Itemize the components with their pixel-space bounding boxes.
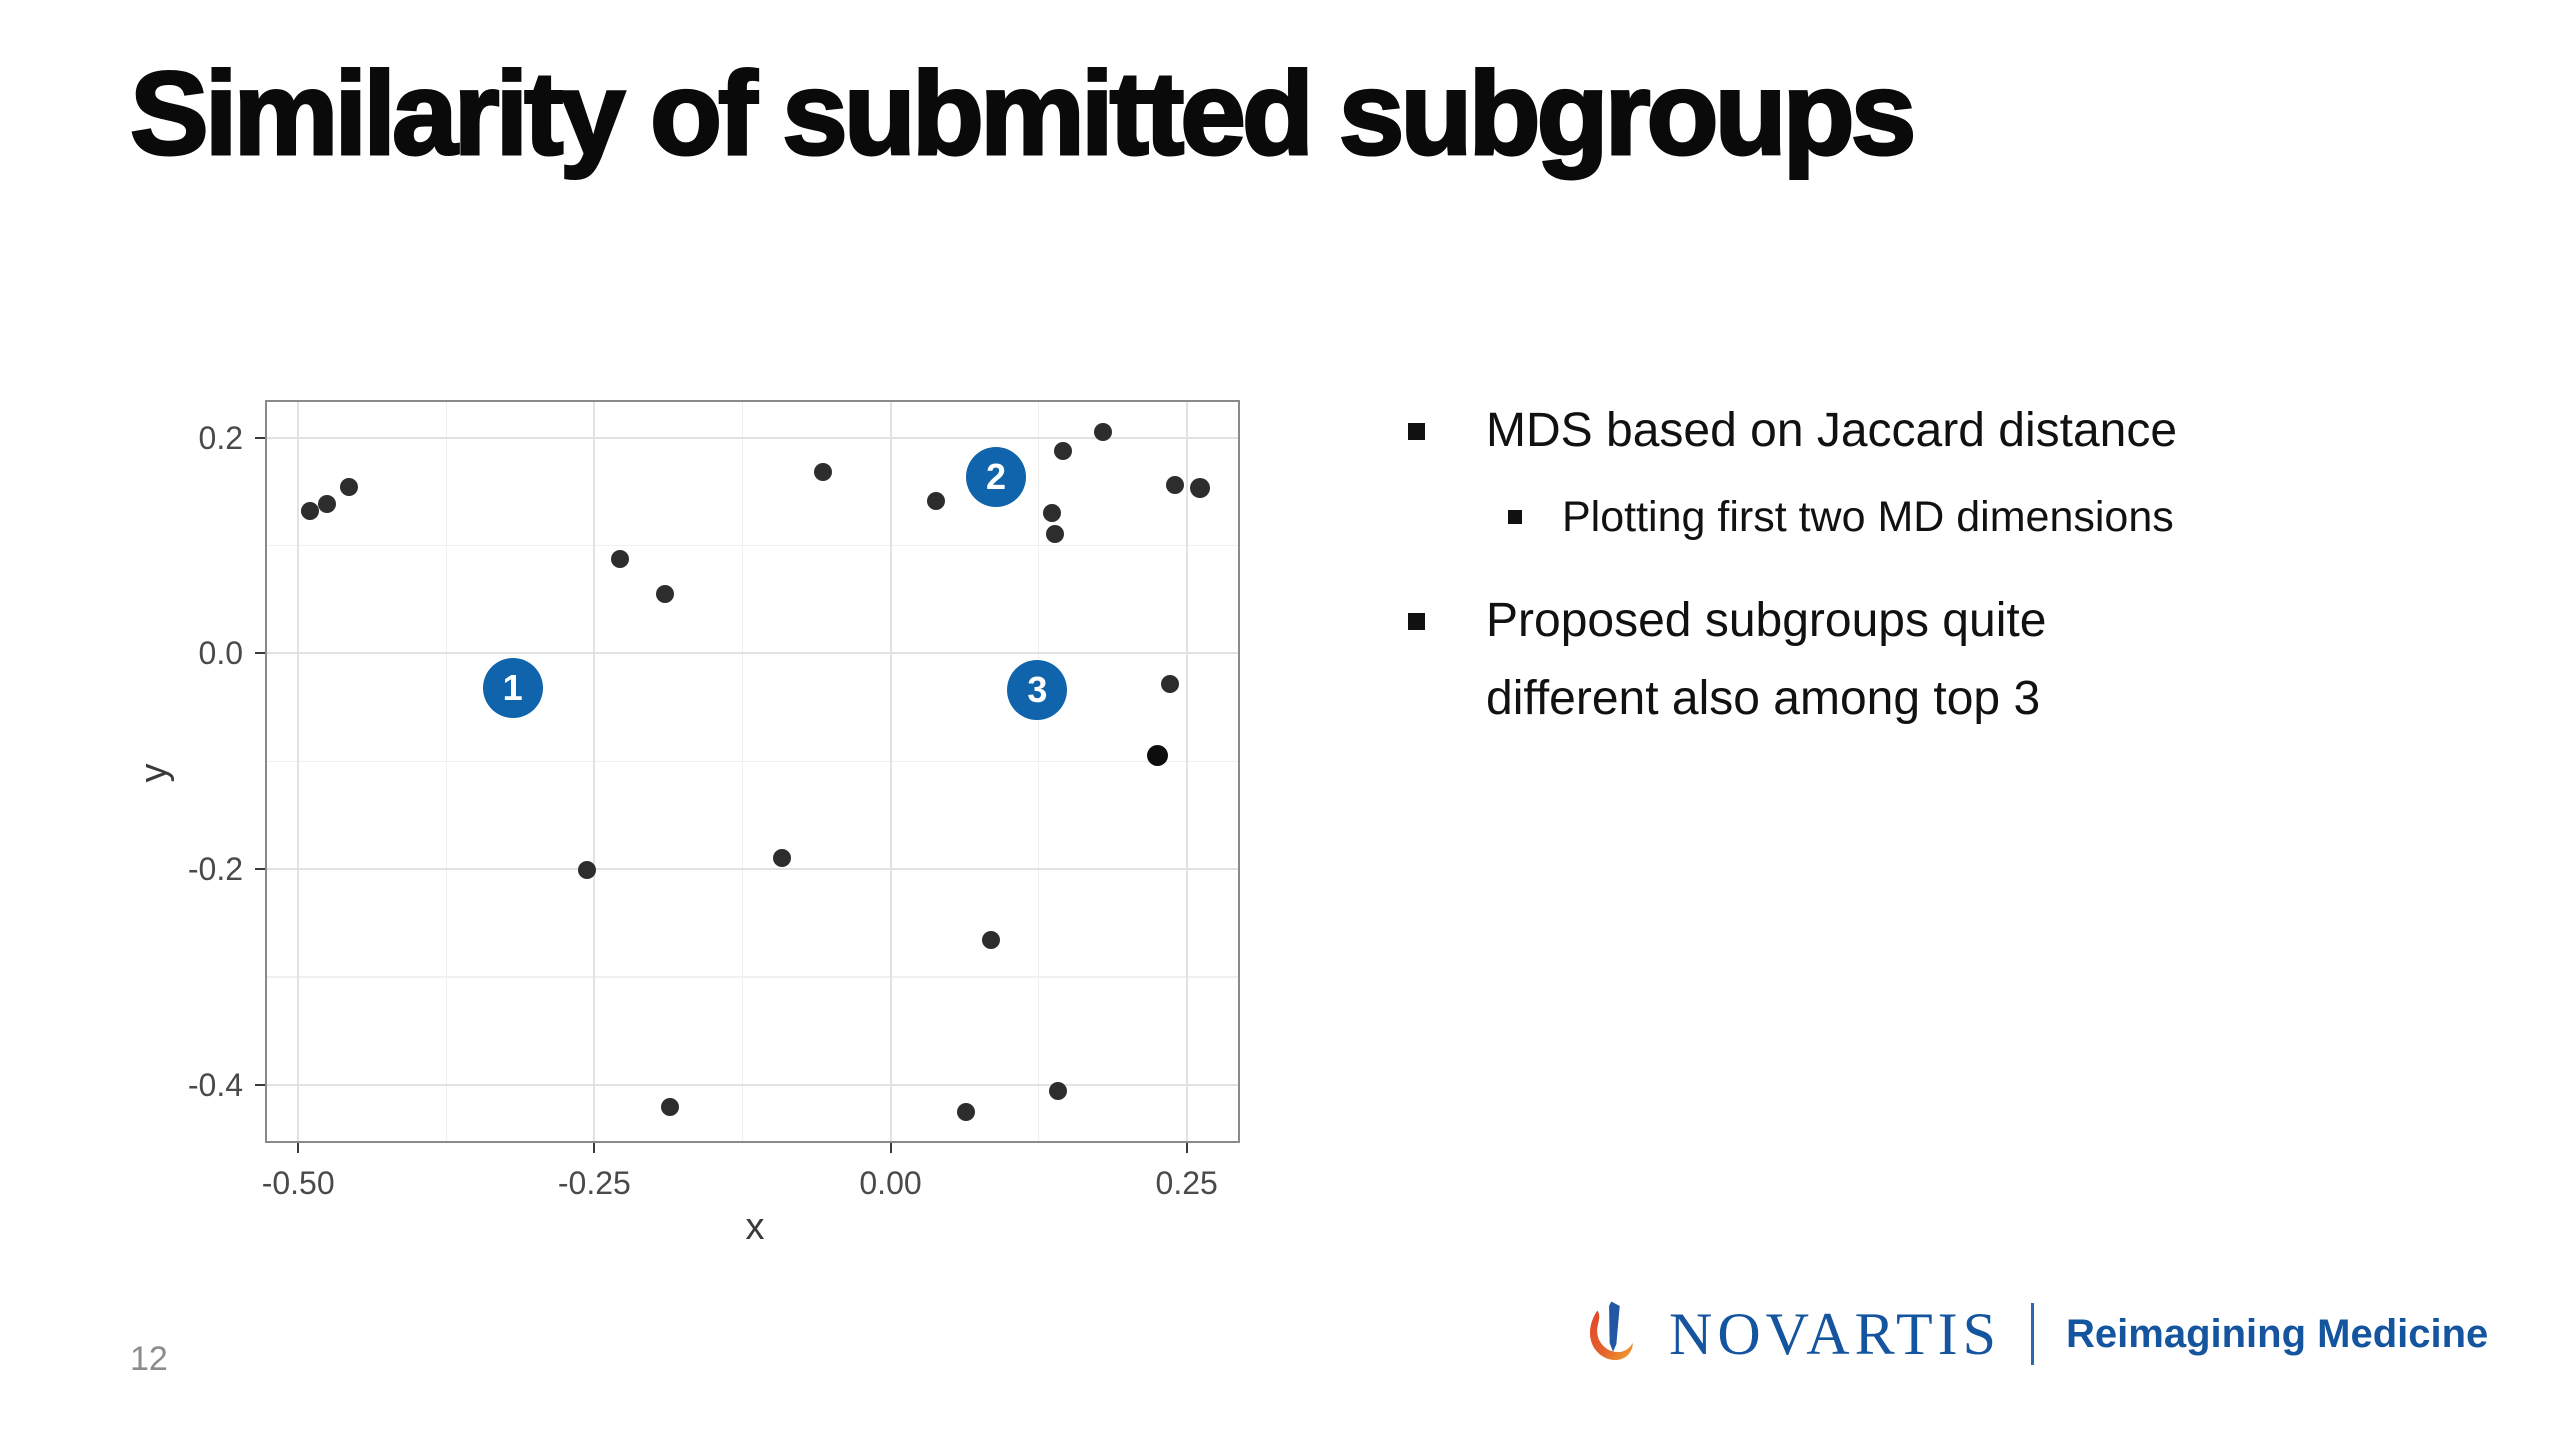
data-point [661,1098,680,1117]
page-number: 12 [130,1340,168,1378]
flame-blue-blade [1609,1301,1620,1352]
data-point [1165,476,1184,495]
gridline-major [1185,400,1188,1143]
y-tick-mark [255,436,265,439]
cluster-badge: 2 [965,446,1026,507]
page-title: Similarity of submitted subgroups [128,47,1917,182]
gridline-minor [1037,400,1040,1143]
y-tick-mark [255,1083,265,1086]
y-tick-mark [255,652,265,655]
logo-divider [2031,1303,2035,1365]
flame-outer-shape [1590,1310,1633,1361]
list-item: MDS based on Jaccard distance [1408,398,2488,464]
x-tick-label: -0.25 [557,1165,631,1201]
data-point [317,494,336,513]
cluster-badge: 1 [482,657,543,718]
bullet-text: MDS based on Jaccard distance [1486,404,2178,457]
x-tick-mark [1185,1143,1188,1153]
novartis-logo: NOVARTIS Reimagining Medicine [1585,1296,2488,1372]
cluster-badge: 3 [1007,660,1068,721]
bullet-list: MDS based on Jaccard distance Plotting f… [1408,398,2488,738]
data-point [1146,745,1168,767]
gridline-minor [265,976,1240,978]
brand-wordmark: NOVARTIS [1669,1300,2002,1367]
data-point [1093,423,1112,442]
data-point [1048,1082,1067,1101]
data-point [340,478,359,497]
data-point [1046,524,1065,543]
data-point [813,463,832,482]
x-tick-mark [593,1143,596,1153]
x-tick-mark [297,1143,300,1153]
bullet-square-icon [1508,510,1522,524]
data-point [957,1102,976,1121]
bullet-square-icon [1408,423,1425,440]
x-tick-label: 0.25 [1155,1165,1218,1201]
bullet-text: Plotting first two MD dimensions [1562,493,2174,541]
gridline-major [889,400,892,1143]
x-tick-label: -0.50 [261,1165,335,1201]
list-item: Proposed subgroups quite different also … [1408,582,2488,738]
data-point [1189,478,1210,499]
y-axis-title: y [133,763,175,783]
gridline-major [265,652,1240,655]
data-point [1161,674,1180,693]
gridline-minor [265,760,1240,762]
bullet-text: Proposed subgroups quite different also … [1486,594,2047,725]
gridline-major [265,868,1240,871]
gridline-minor [445,400,447,1143]
list-item: Plotting first two MD dimensions [1508,488,2488,546]
data-point [301,502,320,521]
data-point [772,849,791,868]
novartis-flame-icon [1590,1301,1633,1361]
y-tick-mark [255,868,265,871]
y-tick-label: 0.2 [198,419,243,456]
chart-panel-border [265,400,1240,1143]
data-point [1054,441,1073,460]
data-point [982,931,1001,950]
brand-tagline: Reimagining Medicine [2066,1311,2489,1356]
gridline-major [297,400,300,1143]
data-point [611,549,630,568]
gridline-minor [741,400,744,1143]
gridline-minor [265,544,1240,547]
y-tick-label: -0.4 [187,1066,243,1103]
gridline-major [265,436,1240,439]
data-point [656,585,675,604]
y-tick-label: -0.2 [187,851,243,888]
data-point [578,861,597,880]
y-tick-label: 0.0 [198,635,243,672]
gridline-major [593,400,596,1143]
x-tick-label: 0.00 [859,1165,922,1201]
data-point [926,492,945,511]
data-point [1042,504,1061,523]
x-axis-title: x [745,1206,765,1248]
bullet-square-icon [1408,613,1425,630]
gridline-major [265,1083,1240,1086]
x-tick-mark [889,1143,892,1153]
